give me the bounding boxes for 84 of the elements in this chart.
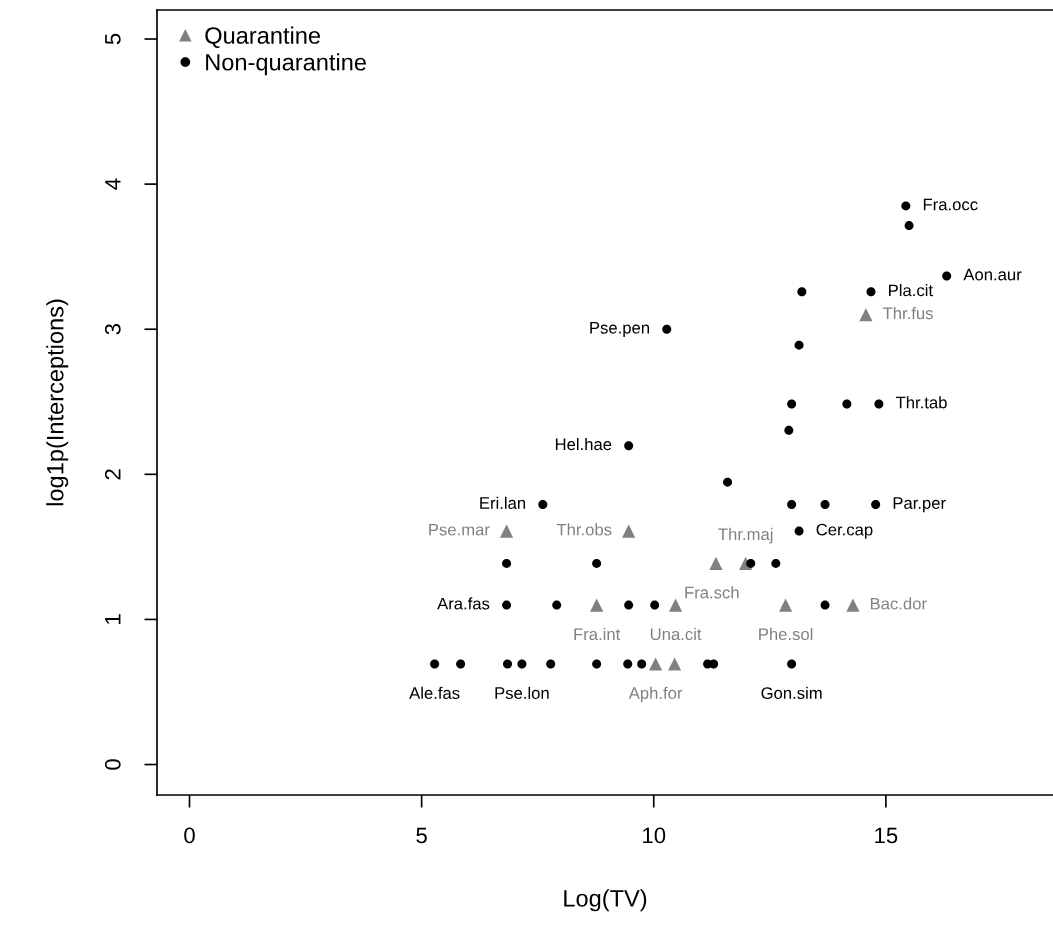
data-label: Phe.sol	[759, 627, 813, 641]
x-tick-label: 0	[184, 827, 195, 844]
point	[874, 399, 884, 409]
point	[592, 659, 602, 669]
data-label: Pla.cit	[889, 284, 933, 297]
point	[901, 201, 911, 211]
point	[668, 657, 682, 671]
point	[538, 500, 548, 510]
data-label: Thr.obs	[556, 523, 612, 536]
data-label: Ale.fas	[409, 686, 460, 699]
point	[624, 600, 634, 610]
point	[820, 500, 830, 510]
point	[797, 287, 807, 297]
data-label: Thr.tab	[895, 396, 947, 409]
data-label: Fra.occ	[923, 198, 978, 211]
point	[624, 441, 634, 451]
x-tick-label: 15	[875, 827, 898, 844]
point	[637, 659, 647, 669]
data-label: Gon.sim	[761, 686, 822, 699]
data-label: Fra.int	[574, 627, 621, 641]
point	[787, 500, 797, 510]
point	[552, 600, 562, 610]
legend-label: Non-quarantine	[206, 53, 366, 76]
point	[622, 524, 636, 538]
point	[779, 598, 793, 612]
y-tick-label: 2	[104, 469, 121, 480]
point	[499, 524, 514, 538]
data-label: Pse.pen	[590, 322, 649, 337]
point	[592, 558, 602, 568]
x-axis-title: Log(TV)	[564, 889, 647, 912]
x-tick-label: 10	[643, 827, 666, 844]
point	[859, 308, 873, 322]
y-tick-label: 5	[105, 33, 121, 45]
point	[668, 598, 683, 612]
point	[502, 558, 512, 568]
data-label: Thr.maj	[718, 527, 773, 544]
point	[820, 600, 830, 610]
point	[942, 271, 952, 281]
data-label: Aon.aur	[963, 268, 1022, 281]
y-axis-title: log1p(Interceptions)	[46, 299, 69, 506]
point	[456, 659, 466, 669]
point	[662, 324, 672, 334]
legend-label: Quarantine	[205, 26, 320, 49]
point	[846, 598, 860, 612]
data-label: Hel.hae	[555, 437, 612, 451]
point	[723, 477, 733, 487]
point	[871, 500, 881, 510]
data-label: Una.cit	[650, 627, 702, 641]
y-tick-label: 4	[105, 178, 121, 190]
data-label: Thr.fus	[882, 306, 933, 320]
point	[787, 659, 797, 669]
data-label: Aph.for	[628, 686, 683, 703]
point	[649, 657, 663, 671]
x-tick-label: 5	[416, 827, 427, 844]
data-label: Bac.dor	[870, 597, 927, 610]
point	[771, 558, 781, 568]
point	[502, 600, 512, 610]
point	[842, 399, 852, 409]
point	[517, 659, 527, 669]
y-tick-label: 1	[105, 614, 121, 624]
point	[794, 340, 804, 350]
point	[623, 659, 633, 669]
point	[590, 598, 604, 612]
point	[746, 558, 756, 568]
point	[904, 221, 914, 231]
data-label: Par.per	[893, 497, 946, 513]
data-label: Pse.mar	[429, 523, 490, 536]
point	[650, 600, 660, 610]
data-label: Fra.sch	[685, 586, 739, 599]
point	[794, 526, 804, 536]
point	[866, 287, 876, 297]
point	[503, 659, 513, 669]
data-label: Pse.lon	[495, 686, 549, 699]
y-tick-label: 3	[104, 324, 121, 335]
data-label: Eri.lan	[480, 496, 526, 509]
point	[709, 556, 723, 571]
point	[784, 425, 794, 435]
point	[430, 659, 440, 669]
y-tick-label: 0	[104, 759, 121, 770]
data-label: Cer.cap	[816, 523, 873, 539]
point	[709, 659, 719, 669]
data-label: Ara.fas	[437, 597, 490, 610]
point	[787, 399, 797, 409]
point	[546, 659, 556, 669]
